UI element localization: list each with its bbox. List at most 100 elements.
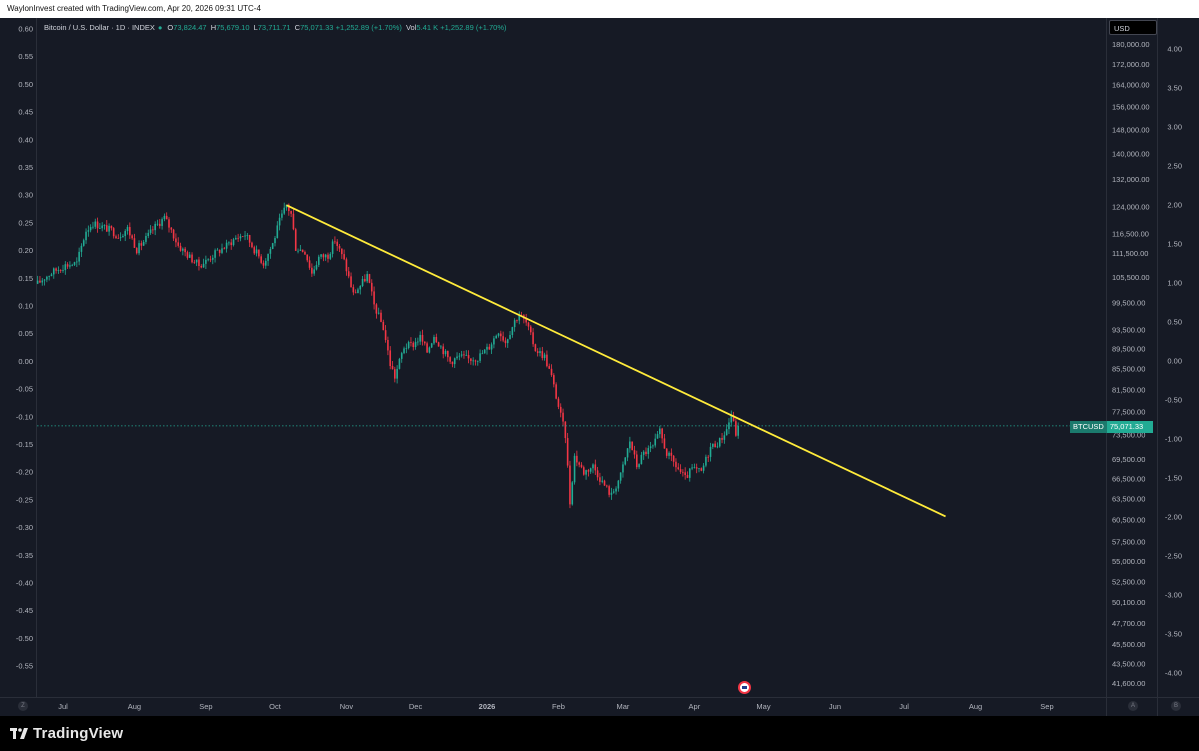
candle-body	[62, 270, 64, 271]
price-axis-label: 69,500.00	[1112, 455, 1145, 464]
candle-body	[359, 286, 362, 290]
candle-body	[601, 480, 604, 482]
candle-body	[36, 280, 39, 284]
candle-body	[122, 235, 124, 238]
candle-body	[327, 254, 329, 259]
candle-body	[112, 228, 115, 237]
candle-body	[532, 332, 534, 345]
candle-body	[573, 455, 576, 483]
legend-high-label: H	[210, 23, 217, 32]
candle-body	[108, 225, 110, 232]
candle-body	[594, 464, 597, 471]
candle-body	[161, 219, 163, 226]
candle-body	[92, 226, 94, 228]
candle-body	[500, 333, 502, 337]
left-axis-divider	[36, 18, 37, 698]
candle-body	[451, 361, 454, 365]
candle-body	[698, 468, 700, 470]
currency-label: USD	[1114, 24, 1130, 33]
candle-body	[465, 355, 468, 356]
candle-body	[449, 357, 451, 362]
candle-body	[486, 346, 488, 350]
time-axis-label: Nov	[340, 702, 354, 711]
candle-body	[426, 343, 428, 353]
footer-bar: TradingView	[0, 716, 1199, 751]
candle-body	[198, 259, 200, 266]
candle-body	[149, 229, 152, 233]
candle-body	[569, 465, 571, 505]
log-scale-button[interactable]: B	[1171, 701, 1181, 711]
candle-body	[592, 464, 594, 469]
time-axis-label: Aug	[969, 702, 982, 711]
candle-body	[179, 245, 182, 251]
brand-name: TradingView	[33, 725, 124, 742]
time-axis-label: Jul	[899, 702, 909, 711]
candle-body	[668, 452, 670, 456]
candle-body	[308, 260, 311, 268]
chart-panel[interactable]	[0, 18, 1199, 716]
candle-body	[218, 249, 221, 253]
candle-body	[115, 236, 117, 239]
us-flag-event-icon[interactable]	[738, 681, 751, 694]
candle-body	[278, 217, 281, 226]
candle-body	[69, 265, 71, 267]
right-axis-label: 1.00	[1167, 279, 1182, 288]
candle-body	[495, 335, 498, 339]
candle-body	[612, 491, 615, 493]
right-axis-label: -3.50	[1165, 630, 1182, 639]
candle-body	[237, 237, 239, 239]
candle-body	[619, 472, 622, 481]
candle-body	[205, 259, 207, 264]
candle-body	[735, 421, 737, 436]
candle-body	[631, 441, 633, 451]
candle-body	[693, 467, 696, 469]
currency-selector[interactable]: USD	[1109, 20, 1157, 35]
candle-body	[147, 232, 150, 236]
candle-body	[368, 274, 371, 283]
auto-scale-button[interactable]: A	[1128, 701, 1138, 711]
time-axis-divider	[0, 697, 1199, 698]
candle-body	[624, 457, 627, 465]
candle-body	[80, 245, 83, 252]
price-axis-label: 93,500.00	[1112, 326, 1145, 335]
candle-body	[89, 227, 92, 231]
candle-body	[119, 237, 122, 239]
candle-body	[336, 241, 339, 246]
candle-body	[168, 219, 170, 228]
candle-body	[460, 354, 463, 356]
candle-body	[652, 445, 654, 447]
candle-body	[529, 326, 532, 333]
right-axis-label: -4.00	[1165, 669, 1182, 678]
attribution-text: WaylonInvest created with TradingView.co…	[7, 4, 261, 13]
candle-body	[244, 235, 246, 237]
candle-body	[463, 354, 465, 356]
candle-body	[258, 249, 260, 257]
legend-close-label: C	[294, 23, 301, 32]
candle-body	[361, 278, 364, 287]
candle-body	[246, 235, 249, 236]
candle-body	[437, 342, 440, 347]
left-axis-label: 0.30	[18, 191, 33, 200]
candle-body	[193, 262, 196, 264]
candle-body	[158, 223, 161, 226]
candle-body	[101, 225, 103, 229]
candle-body	[403, 348, 405, 354]
candle-body	[670, 452, 673, 456]
candle-body	[64, 264, 67, 271]
timezone-button[interactable]: Z	[18, 701, 28, 711]
tradingview-logo[interactable]: TradingView	[10, 725, 123, 742]
candle-body	[587, 470, 590, 472]
right-axis-label: 3.00	[1167, 123, 1182, 132]
candle-body	[688, 468, 691, 478]
legend-symbol[interactable]: Bitcoin / U.S. Dollar · 1D · INDEX	[44, 23, 155, 32]
candle-body	[716, 446, 719, 448]
candle-body	[85, 231, 87, 241]
candle-body	[223, 248, 226, 250]
candle-body	[59, 270, 62, 271]
candle-body	[135, 247, 138, 254]
candle-body	[248, 235, 251, 243]
candle-body	[659, 428, 661, 435]
candle-body	[370, 282, 373, 292]
candle-body	[440, 346, 442, 348]
